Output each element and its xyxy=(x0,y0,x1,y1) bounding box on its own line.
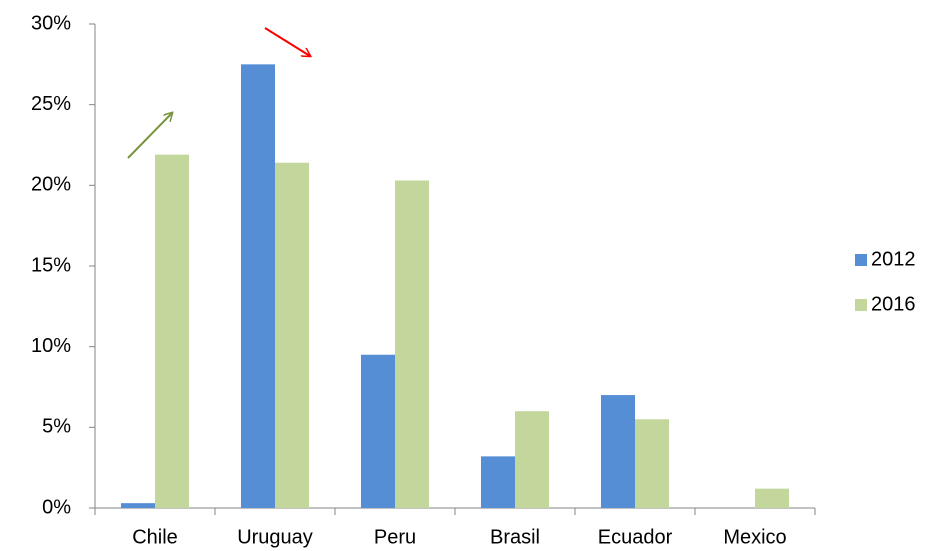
legend-label: 2012 xyxy=(871,248,916,270)
x-tick-label: Mexico xyxy=(723,526,786,548)
x-tick-label: Brasil xyxy=(490,526,540,548)
bar xyxy=(155,154,189,508)
bar xyxy=(601,395,635,508)
bar xyxy=(515,411,549,508)
bar xyxy=(275,162,309,508)
y-tick-label: 30% xyxy=(31,12,71,34)
x-tick-label: Chile xyxy=(132,526,178,548)
y-tick-label: 0% xyxy=(42,496,71,518)
bar xyxy=(361,354,395,508)
y-tick-label: 5% xyxy=(42,416,71,438)
bar xyxy=(241,64,275,508)
bar xyxy=(121,503,155,508)
bar xyxy=(481,456,515,508)
y-tick-label: 15% xyxy=(31,254,71,276)
bar xyxy=(755,488,789,508)
legend-label: 2016 xyxy=(871,293,916,315)
y-tick-label: 25% xyxy=(31,93,71,115)
down-arrow xyxy=(264,27,310,56)
legend-swatch xyxy=(855,254,867,266)
x-tick-label: Uruguay xyxy=(237,526,313,548)
up-arrow xyxy=(127,113,172,159)
x-tick-label: Ecuador xyxy=(598,526,673,548)
y-tick-label: 20% xyxy=(31,174,71,196)
y-tick-label: 10% xyxy=(31,335,71,357)
bar xyxy=(635,419,669,508)
bar xyxy=(395,180,429,508)
x-tick-label: Peru xyxy=(374,526,416,548)
legend-swatch xyxy=(855,299,867,311)
